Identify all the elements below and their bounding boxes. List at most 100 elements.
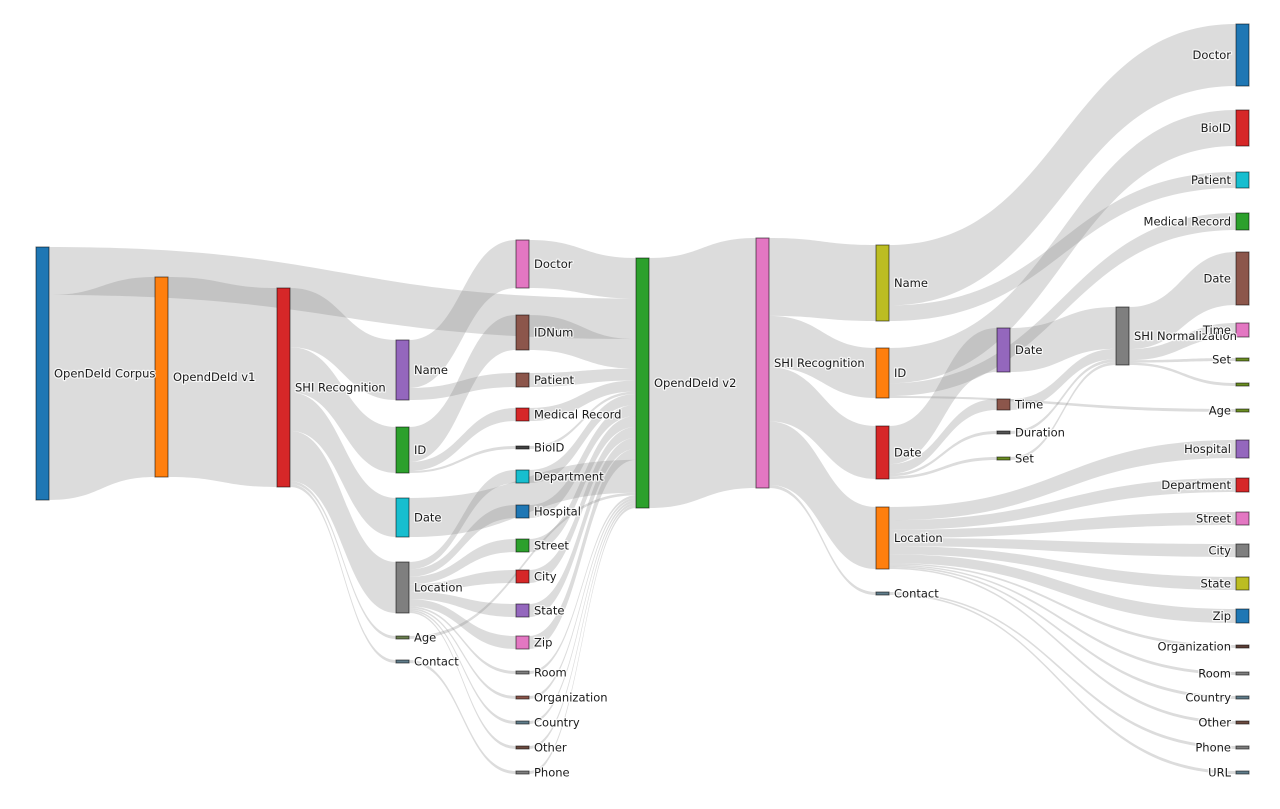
node-date2[interactable] — [875, 425, 890, 480]
flow-loc2-city_f — [889, 538, 1236, 557]
node-norm[interactable] — [1115, 306, 1130, 366]
node-id1[interactable] — [395, 426, 410, 474]
node-contact2[interactable] — [875, 591, 890, 596]
node-dept1[interactable] — [515, 469, 530, 484]
label-state_f: State — [1201, 577, 1231, 591]
flow-norm-blank_f — [1129, 362, 1236, 386]
node-bioid_f[interactable] — [1235, 109, 1250, 147]
node-date_f[interactable] — [1235, 251, 1250, 306]
label-loc1: Location — [414, 581, 463, 595]
node-doctor_f[interactable] — [1235, 23, 1250, 87]
flow-loc1-room1 — [409, 606, 516, 674]
node-v2[interactable] — [635, 257, 650, 509]
flow-contact1-phone1 — [409, 660, 516, 774]
node-blank_f[interactable] — [1235, 382, 1250, 387]
flow-loc2-state_f — [889, 546, 1236, 590]
flow-rec2-date2 — [769, 367, 876, 479]
flow-id1-bioid1 — [409, 446, 516, 473]
label-date_f: Date — [1204, 272, 1232, 286]
node-medrec_f[interactable] — [1235, 212, 1250, 231]
label-time3: Time — [1014, 398, 1043, 412]
node-zip_f[interactable] — [1235, 608, 1250, 624]
label-dept1: Department — [534, 470, 604, 484]
label-id2: ID — [894, 366, 906, 380]
node-room_f[interactable] — [1235, 671, 1250, 676]
node-doctor1[interactable] — [515, 239, 530, 289]
flow-loc2-dept_f — [889, 478, 1236, 530]
node-date3[interactable] — [996, 327, 1011, 373]
node-street1[interactable] — [515, 538, 530, 553]
node-name2[interactable] — [875, 244, 890, 322]
node-set_f[interactable] — [1235, 357, 1250, 362]
flow-id1-idnum1 — [409, 315, 516, 462]
label-age1: Age — [414, 631, 436, 645]
label-name1: Name — [414, 363, 448, 377]
node-hosp_f[interactable] — [1235, 439, 1250, 459]
node-medrec1[interactable] — [515, 407, 530, 422]
node-room1[interactable] — [515, 670, 530, 675]
flow-date3-norm — [1010, 307, 1116, 372]
node-hosp1[interactable] — [515, 504, 530, 519]
label-room1: Room — [534, 666, 567, 680]
node-dur3[interactable] — [996, 430, 1011, 435]
node-idnum1[interactable] — [515, 314, 530, 351]
node-age_f[interactable] — [1235, 408, 1250, 413]
flow-loc1-org1 — [409, 608, 516, 699]
flow-loc2-other_f — [889, 567, 1236, 724]
flow-id2-age_f — [889, 396, 1236, 412]
label-doctor_f: Doctor — [1193, 48, 1232, 62]
node-street_f[interactable] — [1235, 511, 1250, 526]
node-other1[interactable] — [515, 745, 530, 750]
label-rec1: SHI Recognition — [295, 381, 386, 395]
node-org1[interactable] — [515, 695, 530, 700]
node-country_f[interactable] — [1235, 695, 1250, 700]
node-age1[interactable] — [395, 635, 410, 640]
node-corpus[interactable] — [35, 246, 50, 501]
node-rec1[interactable] — [276, 287, 291, 488]
flow-rec1-age1 — [290, 481, 396, 639]
node-country1[interactable] — [515, 720, 530, 725]
label-time_f: Time — [1202, 323, 1231, 337]
flow-patient1-v2 — [529, 368, 636, 387]
node-loc1[interactable] — [395, 561, 410, 614]
label-dur3: Duration — [1015, 426, 1065, 440]
flow-contact2-url_f — [889, 593, 1236, 774]
node-v1[interactable] — [154, 276, 169, 478]
node-state1[interactable] — [515, 603, 530, 618]
node-city1[interactable] — [515, 569, 530, 584]
label-phone1: Phone — [534, 766, 570, 780]
label-other_f: Other — [1198, 716, 1231, 730]
node-time3[interactable] — [996, 398, 1011, 411]
node-zip1[interactable] — [515, 635, 530, 650]
node-contact1[interactable] — [395, 659, 410, 664]
node-name1[interactable] — [395, 339, 410, 401]
node-set3[interactable] — [996, 456, 1011, 461]
node-bioid1[interactable] — [515, 445, 530, 450]
node-time_f[interactable] — [1235, 322, 1250, 338]
flow-hosp1-v2 — [529, 404, 636, 518]
node-phone_f[interactable] — [1235, 745, 1250, 750]
node-patient_f[interactable] — [1235, 171, 1250, 189]
node-id2[interactable] — [875, 347, 890, 399]
node-date1[interactable] — [395, 497, 410, 538]
node-dept_f[interactable] — [1235, 477, 1250, 493]
flow-city1-v2 — [529, 426, 636, 583]
node-state_f[interactable] — [1235, 576, 1250, 591]
flow-loc2-org_f — [889, 563, 1236, 648]
node-city_f[interactable] — [1235, 543, 1250, 558]
label-zip1: Zip — [534, 636, 552, 650]
flow-loc2-street_f — [889, 512, 1236, 538]
node-rec2[interactable] — [755, 237, 770, 489]
node-org_f[interactable] — [1235, 644, 1250, 649]
node-loc2[interactable] — [875, 506, 890, 570]
flow-date1-v2 — [409, 459, 636, 537]
flow-loc1-city1 — [409, 570, 516, 592]
label-v1: OpendDeId v1 — [173, 370, 255, 384]
flow-loc2-country_f — [889, 566, 1236, 699]
node-phone1[interactable] — [515, 770, 530, 775]
node-other_f[interactable] — [1235, 720, 1250, 725]
node-patient1[interactable] — [515, 372, 530, 388]
node-url_f[interactable] — [1235, 770, 1250, 775]
flow-loc2-zip_f — [889, 554, 1236, 623]
label-patient1: Patient — [534, 373, 575, 387]
